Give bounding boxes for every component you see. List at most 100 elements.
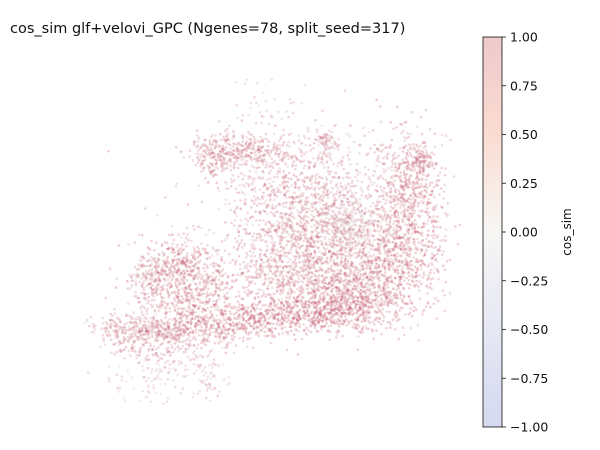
data-point (269, 270, 272, 273)
data-point (343, 259, 347, 263)
data-point (223, 152, 226, 156)
data-point (396, 220, 399, 223)
data-point (348, 217, 352, 220)
data-point (375, 184, 379, 188)
data-point (254, 270, 258, 274)
data-point (334, 231, 338, 234)
data-point (177, 307, 180, 310)
data-point (357, 251, 361, 254)
data-point (380, 242, 384, 245)
data-point (256, 276, 260, 279)
data-point (200, 226, 203, 230)
data-point (358, 229, 362, 233)
data-point (389, 144, 392, 147)
data-point (337, 210, 341, 214)
data-point (298, 261, 301, 264)
data-point (301, 267, 305, 271)
data-point (319, 265, 322, 269)
data-point (271, 237, 274, 241)
data-point (267, 265, 270, 268)
data-point (258, 236, 262, 239)
data-point (339, 276, 343, 280)
data-point (331, 217, 335, 220)
data-point (289, 258, 292, 262)
data-point (383, 252, 387, 256)
data-point (377, 320, 381, 324)
data-point (286, 332, 290, 336)
data-point (349, 227, 352, 230)
data-point (234, 312, 238, 315)
data-point (408, 174, 412, 178)
data-point (344, 257, 347, 261)
data-point (347, 215, 350, 219)
data-point (408, 298, 412, 302)
data-point (392, 228, 396, 232)
data-point (337, 194, 341, 198)
data-point (371, 299, 374, 303)
data-point (281, 266, 285, 270)
data-point (431, 192, 434, 196)
data-point (344, 222, 348, 225)
data-point (312, 200, 316, 204)
data-point (345, 200, 349, 204)
data-point (363, 212, 366, 215)
data-point (312, 283, 315, 286)
data-point (316, 258, 320, 261)
data-point (408, 182, 412, 186)
data-point (427, 211, 430, 214)
data-point (324, 324, 327, 327)
data-point (335, 182, 339, 186)
data-point (366, 260, 370, 264)
data-point (322, 144, 326, 147)
data-point (413, 192, 417, 196)
data-point (269, 308, 272, 312)
data-point (305, 276, 309, 280)
data-point (356, 348, 360, 352)
data-point (432, 167, 436, 170)
data-point (430, 245, 433, 248)
data-point (261, 323, 264, 326)
data-point (373, 318, 377, 321)
data-point (310, 275, 314, 278)
data-point (234, 207, 238, 211)
data-point (328, 129, 331, 132)
data-point (352, 194, 356, 198)
data-point (198, 147, 201, 150)
data-point (335, 218, 338, 222)
data-point (325, 193, 329, 197)
data-point (326, 317, 329, 320)
data-point (312, 264, 316, 268)
data-point (342, 265, 345, 268)
data-point (226, 233, 230, 237)
data-point (354, 318, 357, 321)
data-point (377, 300, 380, 304)
data-point (332, 194, 335, 197)
data-point (387, 181, 391, 185)
data-point (252, 276, 256, 280)
data-point (389, 190, 392, 194)
data-point (258, 198, 261, 201)
data-point (338, 302, 342, 305)
data-point (347, 238, 351, 242)
data-point (225, 187, 228, 190)
data-point (279, 284, 282, 288)
data-point (359, 288, 363, 292)
data-point (246, 154, 250, 157)
data-point (388, 146, 392, 149)
data-point (346, 191, 349, 195)
data-point (338, 310, 341, 313)
data-point (262, 261, 265, 264)
data-point (357, 251, 361, 254)
data-point (394, 166, 398, 169)
data-point (388, 293, 391, 296)
data-point (293, 236, 297, 240)
data-point (328, 182, 332, 185)
data-point (293, 297, 296, 300)
data-point (401, 220, 405, 223)
data-point (322, 286, 325, 290)
data-point (384, 244, 388, 248)
data-point (267, 234, 270, 238)
data-point (424, 178, 428, 182)
data-point (326, 221, 329, 225)
data-point (406, 132, 409, 135)
